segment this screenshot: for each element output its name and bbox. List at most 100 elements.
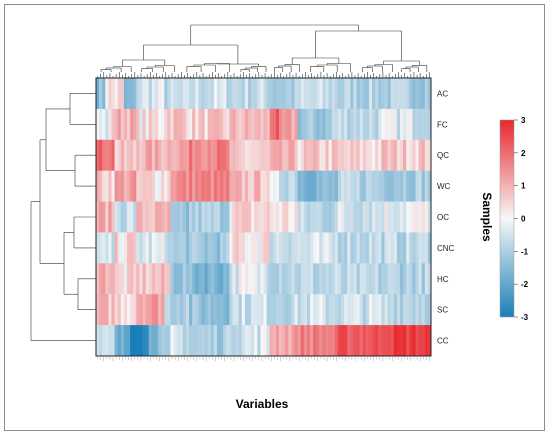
heatmap-cell [127,170,131,202]
heatmap-cell [254,294,258,326]
heatmap-cell [96,232,100,264]
heatmap-cell [409,139,413,171]
heatmap-cell [359,201,364,233]
heatmap-cell [291,78,295,110]
heatmap-cell [130,170,134,202]
heatmap-cell [399,294,404,326]
heatmap-cell [238,108,243,141]
heatmap-cell [198,263,202,295]
heatmap-cell [117,294,122,326]
heatmap-cell [347,294,351,326]
heatmap-cell [220,232,224,264]
heatmap-cell [260,294,264,326]
heatmap-cell [412,139,416,171]
heatmap-cell [396,263,401,295]
heatmap-cell [300,325,305,357]
heatmap-cell [204,325,209,357]
heatmap-cell [260,201,264,233]
heatmap-cell [306,78,311,110]
heatmap-cell [303,78,308,110]
heatmap-cell [424,232,429,264]
heatmap-cell [337,263,342,295]
row-label: CC [437,337,449,346]
heatmap-cell [229,294,233,326]
colorbar [499,119,515,318]
heatmap-cell [170,78,174,110]
heatmap-cell [251,201,255,233]
heatmap-cell [272,139,277,171]
heatmap-cell [99,78,103,110]
heatmap-cell [350,139,354,171]
heatmap-cell [328,294,333,326]
heatmap-cell [300,263,305,295]
heatmap-cell [189,232,193,264]
heatmap-cell [229,170,233,202]
heatmap-cell [130,108,134,141]
heatmap-cell [279,108,283,141]
heatmap-cell [365,108,370,141]
heatmap-cell [117,263,122,295]
heatmap-cell [272,325,277,357]
heatmap-cell [291,294,295,326]
heatmap-cell [216,139,221,171]
heatmap-cell [285,170,289,202]
heatmap-cell [232,325,236,357]
heatmap-cell [421,170,426,202]
heatmap-cell [306,108,311,141]
heatmap-cell [145,232,150,264]
heatmap-cell [406,170,410,202]
heatmap-cell [170,108,174,141]
heatmap-cell [238,78,243,110]
heatmap-cell [288,232,292,264]
heatmap-cell [247,325,252,357]
heatmap-cell [117,78,122,110]
heatmap-cell [111,201,116,233]
heatmap-cell [396,201,401,233]
heatmap-cell [341,263,345,295]
heatmap-cell [161,325,165,357]
heatmap-cell [390,325,395,357]
heatmap-cell [269,139,274,171]
heatmap-cell [161,263,165,295]
heatmap-cell [254,170,258,202]
heatmap-cell [229,232,233,264]
heatmap-cell [300,170,305,202]
heatmap-cell [409,325,413,357]
heatmap-cell [362,294,367,326]
heatmap-cell [313,139,317,171]
heatmap-cell [148,232,153,264]
heatmap-cell [96,170,100,202]
heatmap-cell [362,108,367,141]
heatmap-cell [415,201,419,233]
heatmap-cell [313,325,317,357]
heatmap-cell [275,139,280,171]
heatmap-cell [201,201,205,233]
heatmap-cell [195,325,199,357]
heatmap-cell [170,139,174,171]
heatmap-cell [399,325,404,357]
heatmap-cell [226,325,230,357]
heatmap-cell [356,263,361,295]
heatmap-cell [176,108,181,141]
heatmap-cell [238,170,243,202]
heatmap-cell [291,139,295,171]
heatmap-cell [133,139,137,171]
heatmap-cell [179,294,184,326]
heatmap-cell [207,139,212,171]
heatmap-cell [210,139,215,171]
heatmap-cell [105,232,109,264]
heatmap-cell [179,108,184,141]
heatmap-cell [182,263,187,295]
heatmap-cell [269,232,274,264]
heatmap-cell [269,170,274,202]
heatmap-cell [344,201,348,233]
heatmap-cell [266,325,271,357]
heatmap-cell [173,263,178,295]
heatmap-cell [108,108,112,141]
heatmap-cell [288,201,292,233]
heatmap-cell [279,201,283,233]
heatmap-cell [195,170,199,202]
heatmap-cell [201,139,205,171]
heatmap-cell [427,108,432,141]
heatmap-cell [300,201,305,233]
